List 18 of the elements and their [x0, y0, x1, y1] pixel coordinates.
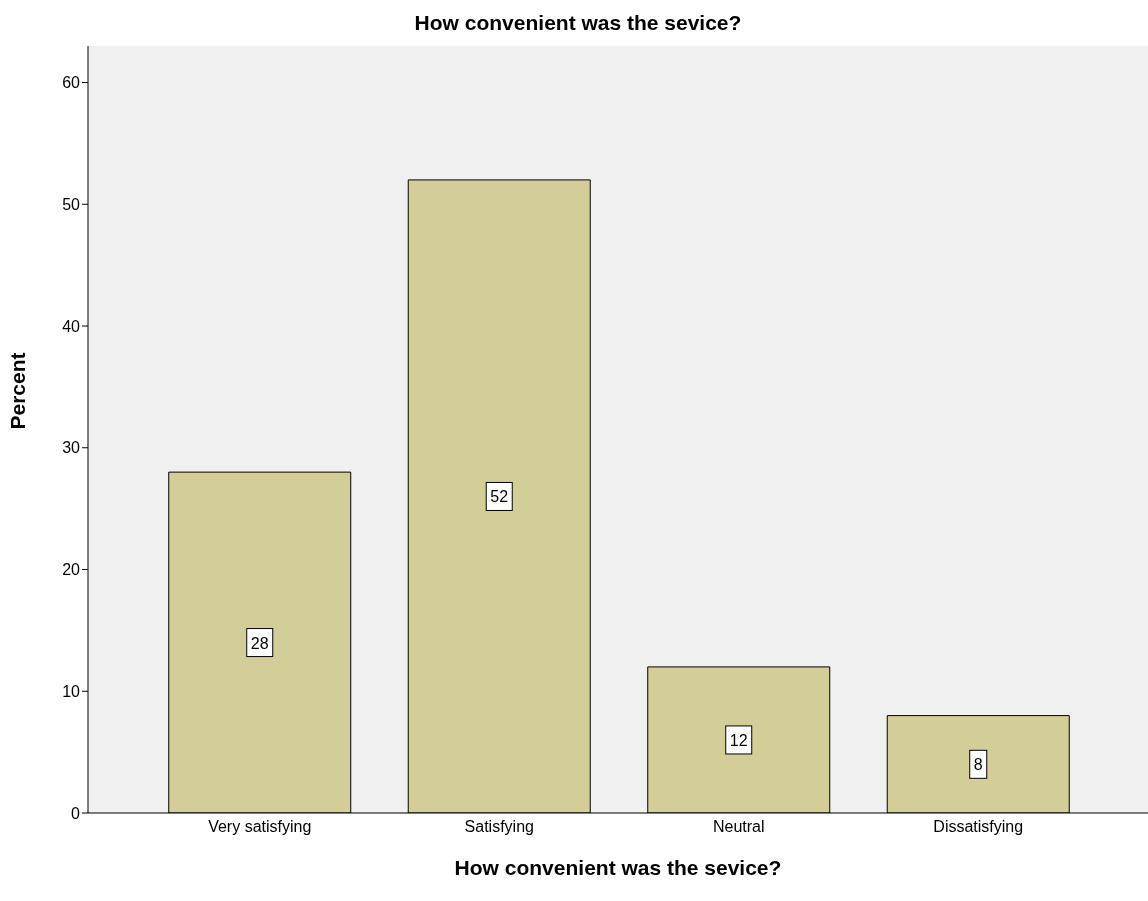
data-label: 52: [490, 488, 509, 506]
x-tick-label: Dissatisfying: [933, 818, 1024, 836]
x-tick-label: Very satisfying: [208, 818, 312, 836]
y-axis-title: Percent: [6, 352, 30, 430]
x-tick-label: Neutral: [712, 818, 765, 836]
data-label: 28: [250, 634, 269, 652]
x-tick-label: Satisfying: [464, 818, 534, 836]
chart-title: How convenient was the sevice?: [413, 10, 743, 36]
y-tick-label: 0: [71, 804, 81, 822]
y-tick-label: 60: [62, 74, 81, 92]
y-tick-label: 40: [62, 317, 81, 335]
y-tick-label: 30: [62, 439, 81, 457]
data-label: 8: [973, 756, 983, 774]
y-tick-label: 10: [62, 682, 81, 700]
x-axis-title: How convenient was the sevice?: [454, 856, 782, 879]
y-tick-label: 50: [62, 195, 81, 213]
data-label: 12: [729, 731, 748, 749]
y-tick-label: 20: [62, 561, 81, 579]
